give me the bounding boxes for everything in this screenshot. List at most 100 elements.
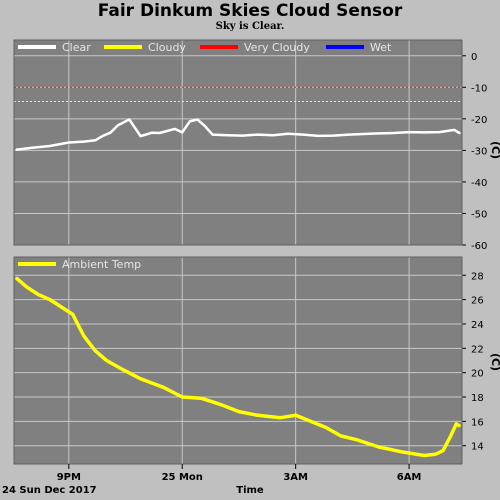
data-point xyxy=(30,147,32,149)
y-tick-label: 24 xyxy=(471,320,484,331)
y-tick-label: 26 xyxy=(471,296,484,307)
data-point xyxy=(423,131,425,133)
data-point xyxy=(238,411,240,413)
legend-label-cloudy: Cloudy xyxy=(148,41,186,54)
y-tick-label: 0 xyxy=(471,52,477,63)
y-tick-label: -20 xyxy=(471,115,487,126)
x-tick-label: 6AM xyxy=(397,472,422,483)
data-point xyxy=(393,132,395,134)
ambient-temp-panel: Ambient Temp 28 26 24 22 20 18 16 14 (C) xyxy=(13,256,500,465)
y-tick-label: -40 xyxy=(471,178,487,189)
data-point xyxy=(317,135,319,137)
data-point xyxy=(459,425,461,427)
y-tick-label: 22 xyxy=(471,344,484,355)
legend-label-clear: Clear xyxy=(62,41,91,54)
y-tick-label: -10 xyxy=(471,83,487,94)
sky-temp-plot-border xyxy=(13,39,463,246)
sky-temp-panel: Clear Cloudy Very Cloudy Wet 0 -10 -20 -30 -40 -… xyxy=(13,39,500,252)
data-point xyxy=(140,378,142,380)
sky-temp-series xyxy=(15,118,461,152)
data-point xyxy=(272,134,274,136)
data-point xyxy=(434,453,437,455)
data-point xyxy=(72,313,74,315)
data-point xyxy=(363,133,365,135)
data-point xyxy=(109,132,111,134)
data-point xyxy=(438,131,440,133)
data-point xyxy=(128,118,130,121)
series-line-clear xyxy=(15,118,461,152)
threshold-lines xyxy=(14,86,462,102)
data-point xyxy=(15,277,17,279)
sky-temp-y-ticks: 0 -10 -20 -30 -40 -50 -60 xyxy=(462,52,487,252)
y-tick-label: -60 xyxy=(471,241,487,252)
data-point xyxy=(49,145,51,147)
data-point xyxy=(219,403,221,405)
data-point xyxy=(257,134,259,136)
legend-label-ambient-temp: Ambient Temp xyxy=(62,258,141,271)
data-point xyxy=(302,134,304,136)
ambient-temp-plot-border xyxy=(13,256,463,465)
data-point xyxy=(400,451,403,453)
data-point xyxy=(378,132,380,134)
legend-label-wet: Wet xyxy=(370,41,392,54)
data-point xyxy=(378,446,380,448)
data-point xyxy=(15,149,17,151)
data-point xyxy=(83,141,85,143)
legend-label-very-cloudy: Very Cloudy xyxy=(244,41,310,54)
ambient-temp-series xyxy=(14,276,462,458)
data-point xyxy=(64,308,66,310)
data-point xyxy=(174,128,176,130)
data-point xyxy=(459,132,461,134)
data-point xyxy=(117,124,119,126)
data-point xyxy=(325,426,327,429)
data-point xyxy=(162,386,164,388)
data-point xyxy=(200,397,202,399)
y-tick-label: 16 xyxy=(471,417,484,428)
data-point xyxy=(455,423,457,425)
ambient-temp-y-axis-label: (C) xyxy=(489,353,500,371)
data-point xyxy=(83,335,85,337)
sky-temp-plot-area xyxy=(14,40,462,245)
data-point xyxy=(49,299,51,301)
data-point xyxy=(408,131,410,133)
date-label: 24 Sun Dec 2017 xyxy=(2,485,97,496)
ambient-temp-plot-area xyxy=(14,257,462,464)
data-point xyxy=(242,135,244,137)
x-axis-label: Time xyxy=(236,485,264,496)
data-point xyxy=(38,294,40,296)
data-point xyxy=(279,417,282,419)
data-point xyxy=(453,129,455,131)
data-point xyxy=(287,133,289,135)
data-point xyxy=(189,120,191,122)
data-point xyxy=(94,350,96,352)
y-tick-label: 20 xyxy=(471,369,484,380)
data-point xyxy=(140,135,142,137)
data-point xyxy=(181,396,183,398)
data-point xyxy=(68,141,70,144)
data-point xyxy=(26,286,28,288)
data-point xyxy=(332,135,335,137)
ambient-temp-y-ticks: 28 26 24 22 20 18 16 14 xyxy=(462,271,484,453)
data-point xyxy=(204,125,206,127)
data-point xyxy=(151,132,153,134)
data-point xyxy=(211,134,214,136)
sky-status-text: Sky is Clear. xyxy=(215,21,285,32)
data-point xyxy=(295,414,297,416)
ambient-temp-legend: Ambient Temp xyxy=(18,258,141,271)
y-tick-label: 14 xyxy=(471,442,484,453)
y-tick-label: 28 xyxy=(471,271,484,282)
data-point xyxy=(257,414,259,416)
data-point xyxy=(450,435,452,437)
data-point xyxy=(196,118,198,121)
data-point xyxy=(340,435,342,437)
ambient-temp-grid xyxy=(14,257,462,464)
data-point xyxy=(102,135,104,137)
data-point xyxy=(348,134,350,136)
data-point xyxy=(94,139,96,141)
data-point xyxy=(310,420,312,422)
chart-title: Fair Dinkum Skies Cloud Sensor xyxy=(97,1,403,21)
y-tick-label: 18 xyxy=(471,393,484,404)
data-point xyxy=(106,359,108,362)
